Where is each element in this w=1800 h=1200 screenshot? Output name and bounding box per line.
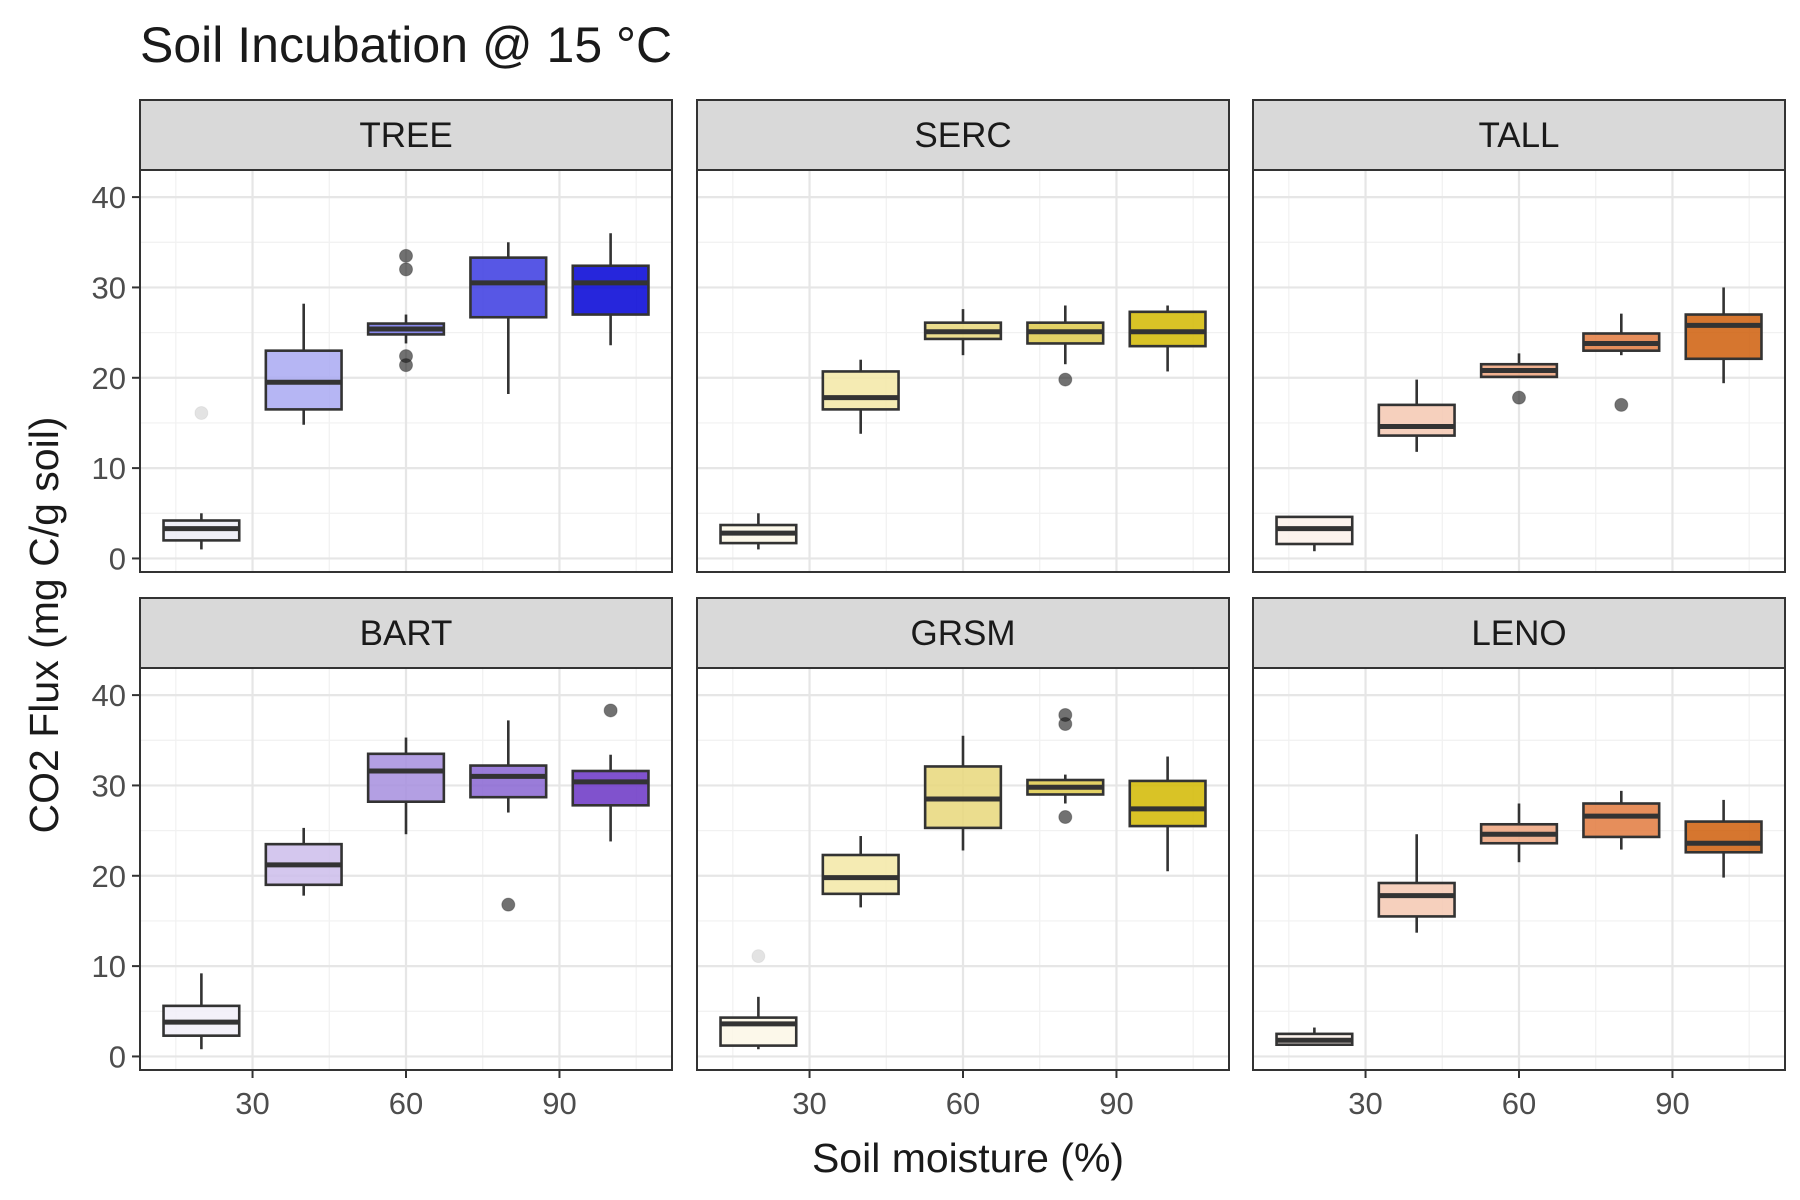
box-100	[1684, 287, 1763, 384]
box-40	[1377, 834, 1456, 933]
box-60	[1479, 803, 1559, 863]
facet-strip-label: TALL	[1478, 116, 1559, 155]
box-iqr	[1582, 802, 1661, 839]
y-tick-label: 40	[92, 678, 126, 713]
outlier-point	[603, 703, 618, 718]
outlier-point	[399, 262, 413, 277]
y-tick-label: 20	[92, 361, 126, 396]
outlier-point	[194, 406, 209, 421]
box-60	[366, 248, 446, 373]
box-40	[821, 836, 900, 908]
box-20	[719, 949, 798, 1050]
outlier-point	[1058, 372, 1073, 387]
box-iqr	[571, 769, 650, 807]
facet-strip-label: BART	[360, 614, 453, 653]
outlier-point	[1512, 390, 1526, 405]
y-tick-label: 40	[92, 180, 126, 215]
x-axis-label: Soil moisture (%)	[812, 1135, 1124, 1181]
x-tick-label: 30	[1348, 1086, 1382, 1121]
facet-strip-label: GRSM	[911, 614, 1016, 653]
box-iqr	[1128, 310, 1207, 348]
x-tick-label: 30	[792, 1086, 826, 1121]
x-tick-label: 90	[542, 1086, 576, 1121]
y-tick-label: 10	[92, 451, 126, 486]
y-tick-label: 0	[109, 1039, 126, 1074]
box-20	[1275, 1027, 1354, 1047]
box-40	[1377, 379, 1456, 452]
panel-border	[139, 169, 673, 573]
outlier-point	[751, 949, 766, 964]
box-iqr	[1684, 313, 1763, 361]
panel-serc: SERC	[696, 99, 1230, 573]
outlier-point	[399, 248, 413, 263]
box-60	[923, 735, 1003, 851]
facet-strip	[139, 99, 673, 171]
facet-strip	[696, 99, 1230, 171]
outlier-point	[1058, 810, 1073, 825]
x-tick-label: 30	[235, 1086, 269, 1121]
box-80	[469, 242, 548, 395]
box-iqr	[821, 370, 900, 411]
y-tick-label: 0	[109, 541, 126, 576]
facet-strip-label: LENO	[1471, 614, 1566, 653]
y-axis-label: CO2 Flux (mg C/g soil)	[21, 417, 67, 834]
panel-border	[696, 169, 1230, 573]
facet-strip	[1252, 597, 1786, 669]
x-tick-label: 90	[1655, 1086, 1689, 1121]
box-iqr	[1377, 403, 1456, 437]
y-tick-label: 30	[92, 270, 126, 305]
box-iqr	[366, 752, 446, 803]
box-40	[821, 359, 900, 434]
box-100	[1684, 799, 1763, 878]
box-80	[1026, 707, 1105, 825]
chart-title: Soil Incubation @ 15 °C	[140, 17, 672, 73]
box-20	[1275, 515, 1354, 552]
panel-border	[1252, 169, 1786, 573]
box-20	[719, 513, 798, 550]
box-80	[1582, 313, 1661, 412]
box-100	[1128, 305, 1207, 372]
box-20	[162, 973, 241, 1050]
panel-bart: BART 0 10 20 30 40 30 60 90	[92, 597, 673, 1121]
box-60	[1479, 353, 1559, 405]
outlier-point	[399, 358, 413, 373]
outlier-point	[501, 897, 516, 912]
x-tick-label: 60	[946, 1086, 980, 1121]
outlier-point	[1058, 717, 1073, 732]
box-iqr	[571, 264, 650, 316]
panel-leno: LENO 30 60 90	[1252, 597, 1786, 1121]
x-tick-label: 90	[1099, 1086, 1133, 1121]
box-iqr	[469, 764, 548, 799]
box-100	[1128, 756, 1207, 872]
y-tick-label: 20	[92, 859, 126, 894]
box-100	[571, 703, 650, 842]
y-tick-label: 10	[92, 949, 126, 984]
box-80	[469, 720, 548, 912]
facet-strip-label: SERC	[914, 116, 1011, 155]
panel-tall: TALL	[1252, 99, 1786, 573]
panel-tree: TREE 0 10 20 30 40	[92, 99, 673, 576]
box-iqr	[1684, 820, 1763, 854]
x-tick-label: 60	[389, 1086, 423, 1121]
box-100	[571, 233, 650, 346]
facet-strip	[139, 597, 673, 669]
facet-strip-label: TREE	[359, 116, 452, 155]
box-60	[366, 737, 446, 835]
outlier-point	[1614, 397, 1629, 412]
box-iqr	[469, 256, 548, 319]
box-60	[923, 309, 1003, 356]
box-80	[1026, 305, 1105, 387]
box-iqr	[1128, 779, 1207, 828]
x-tick-label: 60	[1502, 1086, 1536, 1121]
box-20	[162, 406, 241, 550]
box-iqr	[821, 853, 900, 896]
box-40	[264, 827, 343, 896]
box-40	[264, 303, 343, 425]
y-tick-label: 30	[92, 768, 126, 803]
box-iqr	[1377, 881, 1456, 918]
box-80	[1582, 790, 1661, 850]
panel-grsm: GRSM 30 60 90	[696, 597, 1230, 1121]
